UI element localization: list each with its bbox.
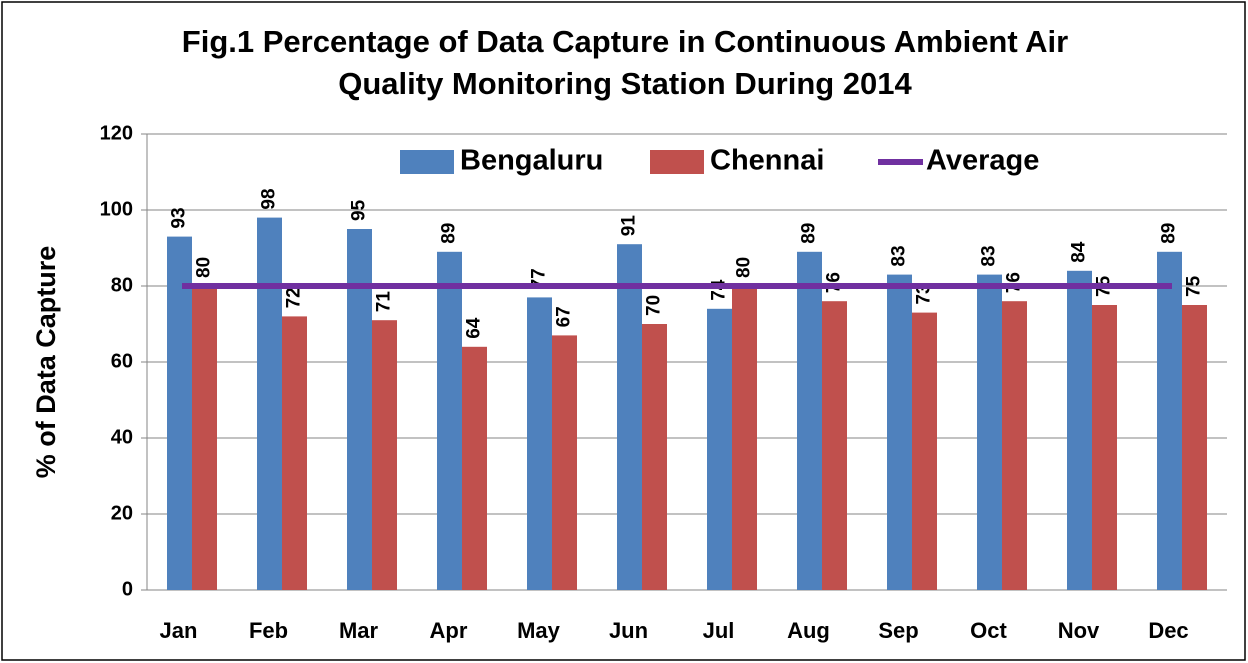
bar bbox=[912, 312, 937, 590]
y-tick-label: 20 bbox=[111, 502, 133, 524]
bar bbox=[822, 301, 847, 590]
y-tick-label: 0 bbox=[122, 578, 133, 600]
data-label: 64 bbox=[464, 317, 485, 339]
bar bbox=[192, 286, 217, 590]
x-tick-label: Oct bbox=[970, 618, 1007, 643]
bar bbox=[527, 297, 552, 590]
y-tick-label: 40 bbox=[111, 426, 133, 448]
bar bbox=[167, 236, 192, 590]
data-label: 76 bbox=[1004, 272, 1025, 293]
data-label: 67 bbox=[554, 306, 575, 327]
bar bbox=[282, 316, 307, 590]
data-label: 74 bbox=[709, 279, 730, 301]
legend-swatch bbox=[650, 150, 704, 174]
x-tick-label: Mar bbox=[339, 618, 379, 643]
y-tick-label: 60 bbox=[111, 350, 133, 372]
x-tick-label: Jun bbox=[609, 618, 648, 643]
legend-swatch bbox=[400, 150, 454, 174]
x-tick-label: Jan bbox=[160, 618, 198, 643]
data-label: 95 bbox=[349, 199, 370, 221]
bar bbox=[642, 324, 667, 590]
bar bbox=[372, 320, 397, 590]
x-tick-label: Apr bbox=[430, 618, 468, 643]
bar bbox=[552, 335, 577, 590]
x-tick-label: Nov bbox=[1058, 618, 1100, 643]
legend-label: Chennai bbox=[710, 145, 824, 177]
data-label: 89 bbox=[1159, 223, 1180, 244]
x-tick-label: Jul bbox=[703, 618, 735, 643]
data-label: 70 bbox=[644, 295, 665, 316]
data-label: 84 bbox=[1069, 241, 1090, 263]
data-label: 89 bbox=[439, 223, 460, 244]
bar bbox=[347, 229, 372, 590]
bar bbox=[617, 244, 642, 590]
bar bbox=[977, 274, 1002, 590]
x-tick-label: May bbox=[517, 618, 561, 643]
data-label: 71 bbox=[374, 291, 395, 313]
bar bbox=[437, 251, 462, 591]
data-label: 72 bbox=[284, 287, 305, 308]
bar bbox=[1067, 270, 1092, 590]
data-label: 76 bbox=[824, 272, 845, 293]
bar bbox=[257, 217, 282, 590]
data-label: 89 bbox=[799, 223, 820, 244]
x-tick-label: Aug bbox=[787, 618, 830, 643]
data-label: 80 bbox=[194, 257, 215, 278]
bar bbox=[1182, 305, 1207, 590]
x-tick-label: Sep bbox=[878, 618, 918, 643]
bar bbox=[1092, 305, 1117, 590]
bar bbox=[1002, 301, 1027, 590]
data-label: 91 bbox=[619, 215, 640, 237]
data-label: 83 bbox=[979, 245, 1000, 266]
y-tick-label: 100 bbox=[100, 198, 133, 220]
bar bbox=[732, 286, 757, 590]
x-tick-label: Dec bbox=[1148, 618, 1188, 643]
x-tick-label: Feb bbox=[249, 618, 288, 643]
bar bbox=[462, 346, 487, 590]
bar bbox=[887, 274, 912, 590]
data-label: 83 bbox=[889, 245, 910, 266]
y-tick-label: 80 bbox=[111, 274, 133, 296]
data-label: 93 bbox=[169, 207, 190, 228]
bar bbox=[1157, 251, 1182, 591]
data-label: 98 bbox=[259, 188, 280, 209]
data-label: 75 bbox=[1184, 275, 1205, 297]
legend-label: Bengaluru bbox=[460, 145, 603, 177]
data-label: 80 bbox=[734, 257, 755, 278]
y-tick-label: 120 bbox=[100, 122, 133, 144]
bar bbox=[797, 251, 822, 591]
bar bbox=[707, 308, 732, 590]
legend-label: Average bbox=[926, 145, 1039, 177]
chart-title: Quality Monitoring Station During 2014 bbox=[338, 66, 912, 101]
chart-title: Fig.1 Percentage of Data Capture in Cont… bbox=[182, 24, 1068, 59]
y-axis-label: % of Data Capture bbox=[31, 246, 61, 479]
